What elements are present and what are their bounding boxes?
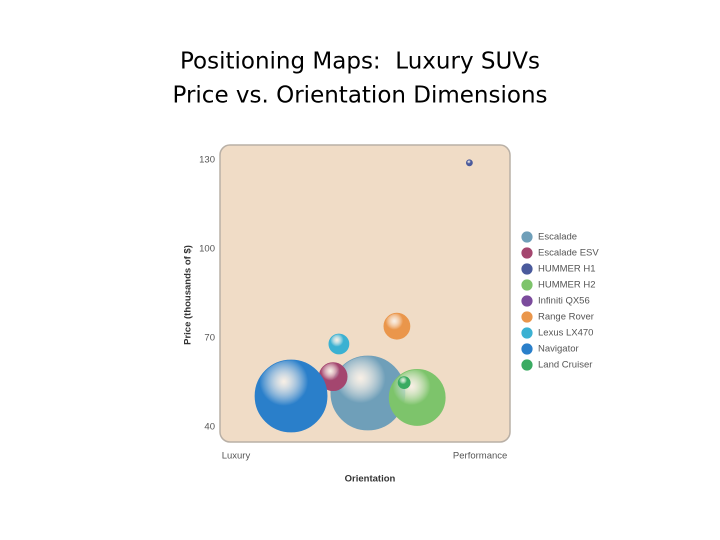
bubble [388, 369, 446, 426]
y-tick-label: 100 [199, 243, 215, 254]
bubble [383, 312, 411, 340]
legend-swatch [520, 326, 534, 340]
y-tick-label: 40 [204, 422, 215, 433]
bubble [254, 359, 328, 433]
legend-swatch [520, 358, 534, 372]
x-tick-label: Performance [453, 451, 507, 462]
legend-label: Escalade [538, 232, 577, 243]
legend-swatch [520, 262, 534, 276]
legend-label: HUMMER H1 [538, 264, 596, 275]
legend-label: Navigator [538, 344, 579, 355]
legend-label: Infiniti QX56 [538, 296, 590, 307]
legend-swatch [520, 246, 534, 260]
bubble [397, 376, 411, 390]
legend-label: Lexus LX470 [538, 328, 593, 339]
bubble [328, 333, 350, 355]
legend-swatch [520, 278, 534, 292]
legend-swatch [520, 294, 534, 308]
legend-swatch [520, 342, 534, 356]
legend-label: HUMMER H2 [538, 280, 596, 291]
y-tick-label: 70 [204, 333, 215, 344]
legend-label: Range Rover [538, 312, 594, 323]
legend-swatch [520, 310, 534, 324]
x-tick-label: Luxury [222, 451, 251, 462]
chart-title: Positioning Maps: Luxury SUVs [180, 49, 540, 75]
legend-swatch [520, 230, 534, 244]
bubble [465, 159, 473, 167]
y-tick-label: 130 [199, 154, 215, 165]
y-axis-label: Price (thousands of $) [183, 245, 194, 345]
legend-label: Land Cruiser [538, 360, 592, 371]
x-axis-label: Orientation [345, 474, 396, 485]
legend-label: Escalade ESV [538, 248, 599, 259]
chart-subtitle: Price vs. Orientation Dimensions [172, 83, 547, 109]
